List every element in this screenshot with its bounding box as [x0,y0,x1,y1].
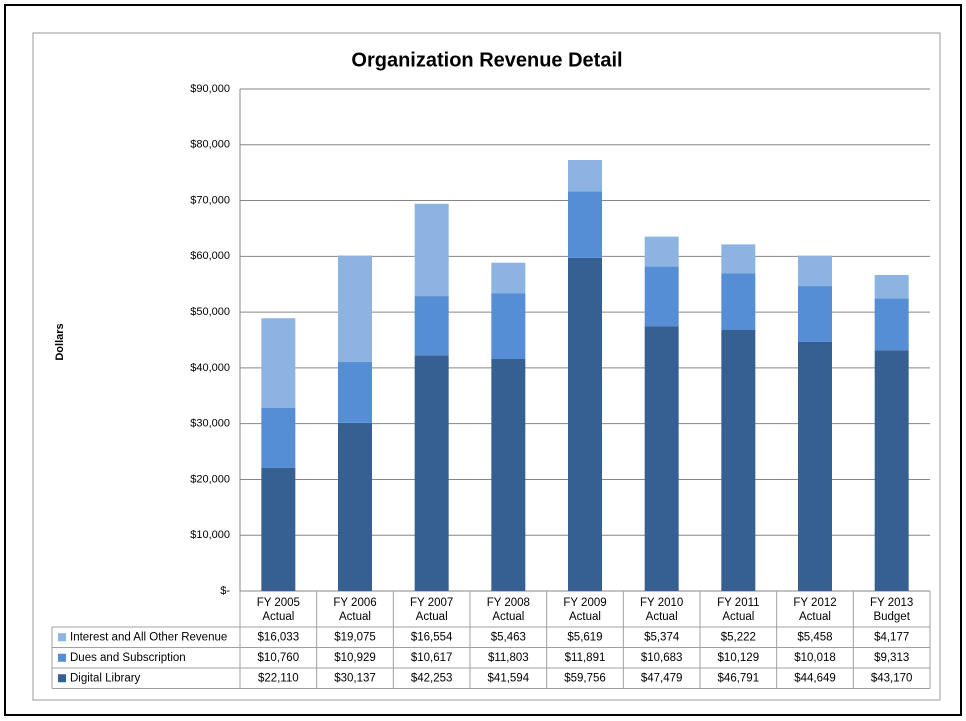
data-table-value: $10,760 [258,652,300,664]
legend-swatch [58,674,66,683]
bar-segment [338,422,372,591]
bar-segment [874,350,909,591]
bar-segment [568,160,602,192]
bar-segment [568,257,602,591]
bar-segment [568,191,602,258]
data-table-value: $5,374 [644,631,680,643]
data-table-value: $10,129 [718,652,760,664]
data-table-value: $19,075 [334,631,376,643]
bar-segment [644,266,679,327]
bar-segment [261,467,296,591]
x-tick-label: FY 2008 Actual [487,597,530,623]
bar-segment [798,286,832,342]
y-tick-label: $80,000 [190,139,230,151]
data-table-value: $59,756 [564,672,606,684]
data-table-value: $16,033 [258,631,300,643]
data-table-value: $42,253 [411,672,453,684]
y-tick-label: $70,000 [190,194,230,206]
legend-label: Digital Library [70,672,141,684]
x-tick-label: FY 2009 Actual [563,597,606,623]
bar-segment [261,318,296,408]
bar-segment [338,255,372,362]
y-tick-label: $90,000 [190,83,230,95]
y-tick-label: $60,000 [190,250,230,262]
bar-segment [414,203,449,297]
bar-segment [414,296,449,356]
bar-segment [874,298,909,351]
bar-segment [874,274,909,299]
bar-segment [644,326,679,591]
data-table-value: $10,018 [794,652,836,664]
data-table-value: $10,683 [641,652,683,664]
x-tick-label: FY 2011 Actual [717,597,759,623]
x-tick-label: FY 2005 Actual [257,597,300,623]
data-table-value: $9,313 [874,652,909,664]
data-table-value: $41,594 [488,672,530,684]
legend-label: Interest and All Other Revenue [70,631,227,643]
y-tick-label: $30,000 [190,418,230,430]
bar-segment [414,355,449,591]
x-tick-label: FY 2010 Actual [640,597,683,623]
bar-segment [338,361,372,423]
bar-segment [644,236,679,267]
bar-segment [721,330,756,591]
x-tick-label: FY 2012 Actual [793,597,836,623]
y-axis-label: Dollars [54,323,66,360]
chart-frame [32,32,941,701]
legend-swatch [58,653,66,662]
bar-segment [798,341,832,591]
bar-segment [261,407,296,468]
data-table-value: $5,458 [797,631,832,643]
bar-segment [798,255,832,287]
y-tick-label: $- [220,585,230,597]
bar-segment [721,273,756,331]
y-tick-label: $40,000 [190,362,230,374]
data-table-value: $22,110 [258,672,299,684]
chart-title: Organization Revenue Detail [351,49,622,71]
x-tick-label: FY 2013 Budget [870,597,913,623]
data-table-value: $16,554 [411,631,453,643]
data-table-value: $44,649 [794,672,836,684]
data-table-value: $5,222 [721,631,756,643]
y-tick-label: $50,000 [190,306,230,318]
data-table-value: $4,177 [874,631,909,643]
data-table-value: $46,791 [718,672,760,684]
data-table-value: $10,929 [334,652,376,664]
data-table-value: $43,170 [871,672,913,684]
data-table-value: $11,891 [565,652,606,664]
y-tick-label: $20,000 [190,473,230,485]
data-table-value: $5,619 [567,631,602,643]
data-table-value: $10,617 [411,652,453,664]
bar-segment [491,358,526,591]
bar-segment [491,293,526,359]
y-tick-label: $10,000 [190,529,230,541]
x-tick-label: FY 2006 Actual [333,597,376,623]
data-table-value: $11,803 [488,652,529,664]
data-table-value: $5,463 [491,631,526,643]
bar-segment [721,244,756,274]
data-table-value: $30,137 [334,672,376,684]
data-table-value: $47,479 [641,672,683,684]
legend-label: Dues and Subscription [70,652,186,664]
legend-swatch [58,633,66,642]
bar-segment [491,262,526,294]
x-tick-label: FY 2007 Actual [410,597,453,623]
